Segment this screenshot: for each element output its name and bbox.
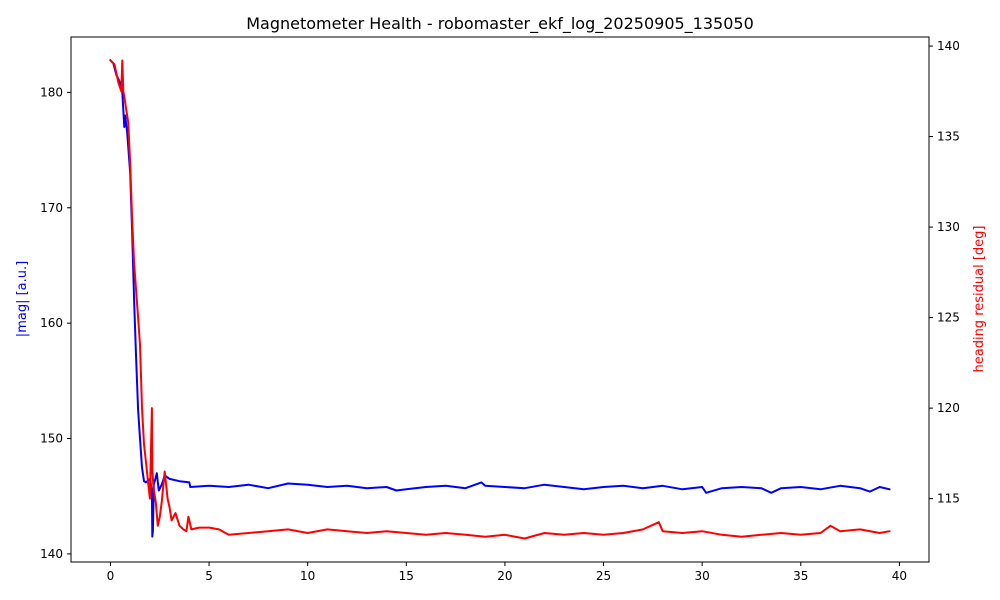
y-right-tick-label: 140 [937,39,960,53]
series-line-mag [109,59,891,538]
series-layer [109,59,891,540]
plot-frame [70,36,930,563]
y-right-tick-label: 135 [937,130,960,144]
x-tick-label: 30 [695,569,710,583]
y-right-tick-label: 115 [937,492,960,506]
x-tick-label: 25 [596,569,611,583]
y-left-tick-label: 180 [40,85,63,99]
x-tick-label: 5 [205,569,213,583]
y-left-tick-label: 170 [40,201,63,215]
series-line-heading-residual [109,59,891,540]
y-axis-right-label: heading residual [deg] [972,226,987,373]
x-tick-label: 15 [399,569,414,583]
x-tick-label: 40 [892,569,907,583]
x-tick-label: 10 [300,569,315,583]
y-left-tick-label: 150 [40,432,63,446]
y-left-tick-label: 160 [40,316,63,330]
x-tick-label: 35 [793,569,808,583]
y-axis-left-ticks: 140 150 160 170 180 [40,85,71,561]
y-axis-left-label: |mag| [a.u.] [15,261,30,337]
x-tick-label: 20 [497,569,512,583]
y-axis-right-ticks: 115 120 125 130 135 140 [929,39,960,506]
y-right-tick-label: 130 [937,220,960,234]
x-tick-label: 0 [107,569,115,583]
y-right-tick-label: 125 [937,311,960,325]
y-left-tick-label: 140 [40,547,63,561]
x-axis-ticks: 0 5 10 15 20 25 30 35 40 [107,562,907,583]
y-right-tick-label: 120 [937,401,960,415]
chart-title: Magnetometer Health - robomaster_ekf_log… [246,14,754,34]
